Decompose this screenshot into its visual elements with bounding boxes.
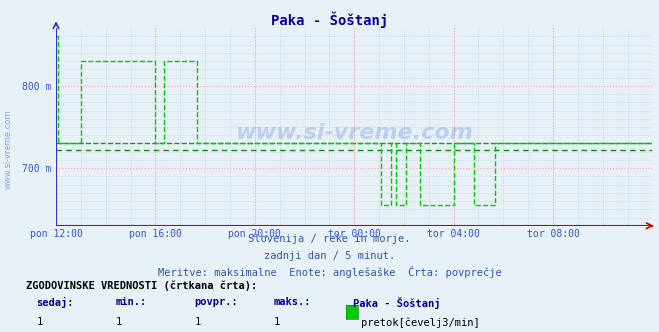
Text: Paka - Šoštanj: Paka - Šoštanj (353, 297, 440, 309)
Text: Slovenija / reke in morje.: Slovenija / reke in morje. (248, 234, 411, 244)
Text: www.si-vreme.com: www.si-vreme.com (3, 110, 13, 189)
Text: sedaj:: sedaj: (36, 297, 74, 308)
Text: Meritve: maksimalne  Enote: anglešaške  Črta: povprečje: Meritve: maksimalne Enote: anglešaške Čr… (158, 266, 501, 278)
Text: 1: 1 (115, 317, 121, 327)
Text: ZGODOVINSKE VREDNOSTI (črtkana črta):: ZGODOVINSKE VREDNOSTI (črtkana črta): (26, 281, 258, 291)
Text: povpr.:: povpr.: (194, 297, 238, 307)
Text: pretok[čevelj3/min]: pretok[čevelj3/min] (361, 317, 480, 328)
Text: 1: 1 (36, 317, 42, 327)
Text: 1: 1 (273, 317, 279, 327)
Text: min.:: min.: (115, 297, 146, 307)
Text: www.si-vreme.com: www.si-vreme.com (235, 123, 473, 143)
Text: maks.:: maks.: (273, 297, 311, 307)
Text: 1: 1 (194, 317, 200, 327)
Text: zadnji dan / 5 minut.: zadnji dan / 5 minut. (264, 251, 395, 261)
Text: Paka - Šoštanj: Paka - Šoštanj (271, 12, 388, 28)
